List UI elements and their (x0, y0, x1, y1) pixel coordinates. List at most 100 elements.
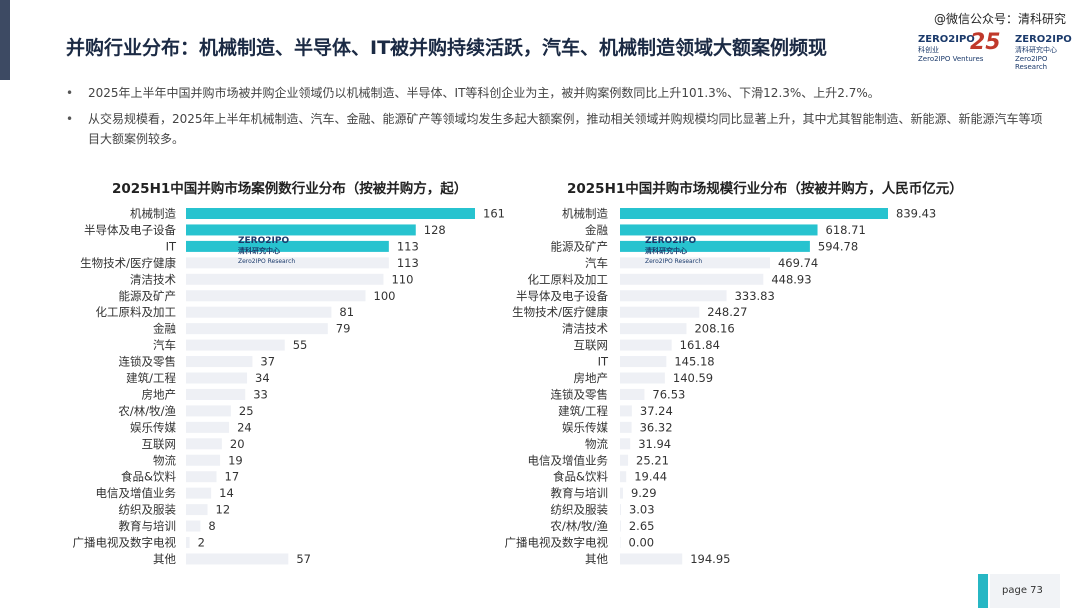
value-label: 594.78 (818, 239, 858, 253)
bar (186, 438, 222, 450)
value-label: 618.71 (826, 223, 866, 237)
value-label: 140.59 (673, 371, 713, 385)
category-label: 汽车 (153, 338, 176, 352)
bar (620, 372, 665, 384)
bar (620, 323, 687, 335)
value-label: 20 (230, 437, 245, 451)
bar (186, 240, 389, 252)
bar (186, 273, 384, 285)
category-label: 农/林/牧/渔 (118, 404, 176, 418)
bar (620, 520, 621, 532)
value-label: 34 (255, 371, 270, 385)
bar (186, 454, 221, 466)
value-label: 8 (208, 519, 215, 533)
category-label: 连锁及零售 (551, 387, 609, 401)
category-label: 汽车 (585, 256, 608, 270)
bar (620, 257, 770, 269)
category-label: 能源及矿产 (119, 289, 177, 303)
value-label: 25.21 (636, 453, 669, 467)
category-label: 互联网 (142, 437, 177, 451)
category-label: 物流 (153, 453, 176, 467)
value-label: 208.16 (694, 322, 734, 336)
bar (620, 553, 683, 565)
value-label: 161.84 (680, 338, 720, 352)
bar (620, 273, 764, 285)
category-label: 教育与培训 (119, 519, 177, 533)
value-label: 17 (225, 470, 240, 484)
category-label: 纺织及服装 (119, 503, 177, 517)
value-label: 333.83 (735, 289, 775, 303)
category-label: 广播电视及数字电视 (73, 536, 177, 550)
zero2ipo-research-logo: ZERO2IPO 清科研究中心 Zero2IPO Research (1015, 34, 1072, 71)
bar (620, 421, 632, 433)
category-label: 金融 (585, 223, 608, 237)
footer-accent-bar (978, 574, 988, 608)
chart-watermark-left: ZERO2IPO 清科研究中心 Zero2IPO Research (238, 236, 296, 265)
value-label: 161 (483, 207, 505, 221)
value-label: 12 (216, 503, 231, 517)
bar (620, 306, 700, 318)
bar (186, 537, 190, 548)
value-label: 2 (198, 536, 205, 550)
bullet-item: 从交易规模看，2025年上半年机械制造、汽车、金融、能源矿产等领域均发生多起大额… (66, 109, 1046, 149)
value-label: 100 (374, 289, 396, 303)
category-label: IT (166, 239, 177, 253)
category-label: 房地产 (142, 387, 177, 401)
category-label: 清洁技术 (562, 322, 608, 336)
category-label: 机械制造 (562, 207, 608, 221)
category-label: 金融 (153, 322, 176, 336)
bar (186, 208, 475, 219)
value-label: 194.95 (690, 552, 730, 566)
value-label: 113 (397, 256, 419, 270)
value-label: 19 (228, 453, 243, 467)
category-label: 农/林/牧/渔 (550, 519, 608, 533)
value-label: 37 (260, 355, 275, 369)
bar (620, 290, 727, 302)
bar (186, 323, 328, 335)
value-label: 76.53 (652, 387, 685, 401)
bar (186, 553, 289, 565)
bar (186, 487, 212, 499)
anniversary-25-logo: 25 (970, 30, 1001, 55)
value-label: 24 (237, 420, 252, 434)
category-label: 机械制造 (130, 207, 176, 221)
category-label: 电信及增值业务 (528, 453, 609, 467)
bar (186, 471, 217, 483)
value-label: 19.44 (634, 470, 667, 484)
category-label: 建筑/工程 (558, 404, 608, 418)
bar (186, 224, 416, 236)
category-label: 建筑/工程 (126, 371, 176, 385)
bar (620, 356, 667, 368)
category-label: IT (598, 355, 609, 369)
bar (620, 471, 627, 483)
value-label: 81 (339, 305, 354, 319)
footer-box (990, 574, 1060, 608)
value-label: 36.32 (640, 420, 673, 434)
category-label: 生物技术/医疗健康 (80, 256, 176, 270)
right-chart-title: 2025H1中国并购市场规模行业分布（按被并购方，人民币亿元） (567, 181, 963, 197)
category-label: 食品&饮料 (121, 470, 176, 484)
value-label: 469.74 (778, 256, 818, 270)
bullet-item: 2025年上半年中国并购市场被并购企业领域仍以机械制造、半导体、IT等科创企业为… (66, 83, 1046, 103)
left-accent-band (0, 0, 10, 80)
bullet-list: 2025年上半年中国并购市场被并购企业领域仍以机械制造、半导体、IT等科创企业为… (66, 83, 1046, 155)
page-number: page 73 (1002, 585, 1043, 596)
value-label: 25 (239, 404, 254, 418)
value-label: 2.65 (629, 519, 655, 533)
bar (620, 339, 672, 351)
category-label: 半导体及电子设备 (516, 289, 608, 303)
chart-watermark-right: ZERO2IPO 清科研究中心 Zero2IPO Research (645, 236, 703, 265)
category-label: 连锁及零售 (119, 355, 177, 369)
category-label: 食品&饮料 (553, 470, 608, 484)
category-label: 清洁技术 (130, 272, 176, 286)
value-label: 9.29 (631, 486, 657, 500)
bar (186, 405, 231, 417)
bar (620, 224, 818, 236)
category-label: 其他 (585, 552, 608, 566)
category-label: 纺织及服装 (551, 503, 609, 517)
category-label: 生物技术/医疗健康 (512, 305, 608, 319)
bar (186, 339, 285, 351)
bar (620, 405, 632, 417)
bar (620, 388, 645, 400)
